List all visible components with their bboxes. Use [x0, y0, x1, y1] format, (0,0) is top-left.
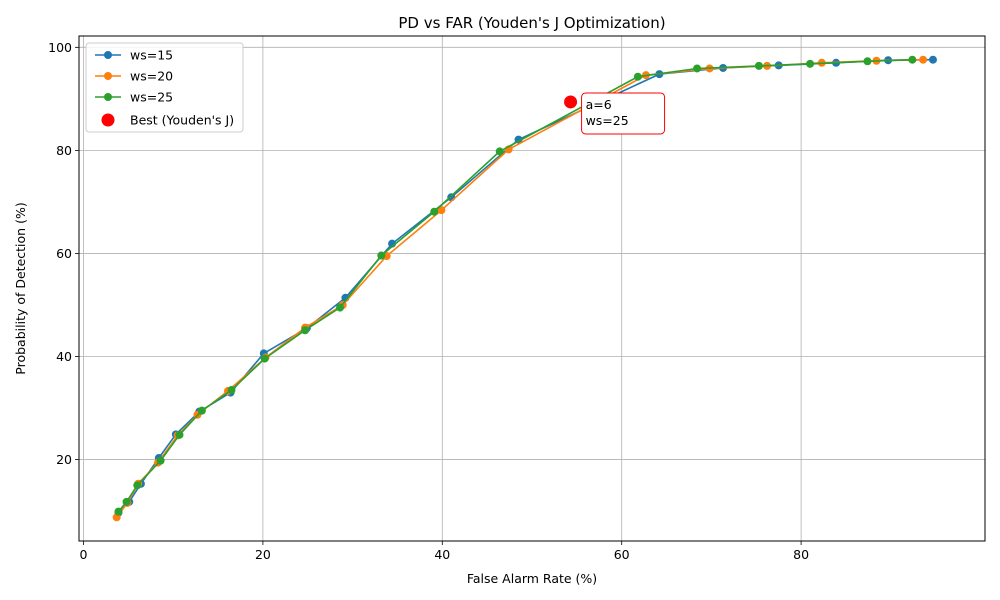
legend-label: Best (Youden's J): [130, 113, 234, 128]
data-point: [430, 207, 439, 216]
data-point: [377, 251, 386, 260]
series-ws-25: [114, 55, 917, 516]
data-point: [175, 430, 184, 439]
data-point: [919, 55, 928, 64]
best-point-marker: [564, 95, 578, 109]
x-tick-label: 80: [793, 547, 809, 562]
best-point-layer: [564, 95, 578, 109]
best-annotation: a=6ws=25: [581, 92, 666, 135]
legend-label: ws=15: [130, 48, 173, 63]
plot-frame: [78, 35, 986, 542]
data-point: [336, 303, 345, 312]
x-tick-label: 0: [80, 547, 88, 562]
y-axis-title: Probability of Detection (%): [13, 202, 28, 374]
series-layer: [112, 55, 937, 522]
y-tick-label: 60: [56, 246, 72, 261]
y-tick-label: 40: [56, 349, 72, 364]
legend-label: ws=25: [130, 90, 173, 105]
data-point: [260, 354, 269, 363]
x-axis-title: False Alarm Rate (%): [467, 571, 597, 586]
data-point: [928, 55, 937, 64]
data-point: [863, 57, 872, 66]
data-point: [227, 386, 236, 395]
data-point: [495, 147, 504, 156]
x-tick-label: 40: [434, 547, 450, 562]
grid: [79, 36, 985, 541]
data-point: [197, 406, 206, 415]
legend-label: ws=20: [130, 69, 173, 84]
data-point: [754, 61, 763, 70]
data-point: [122, 497, 131, 506]
annotation-box: [581, 92, 666, 135]
annotation-line: a=6: [586, 97, 612, 112]
data-point: [693, 64, 702, 73]
legend-best-marker: [101, 113, 115, 127]
data-point: [114, 507, 123, 516]
data-point: [301, 326, 310, 335]
legend: ws=15 ws=20 ws=25 Best (Youden's J): [85, 42, 244, 133]
legend-swatch-marker: [104, 72, 112, 80]
legend-swatch-marker: [104, 93, 112, 101]
y-tick-label: 100: [48, 40, 72, 55]
annotation-line: ws=25: [586, 113, 629, 128]
chart-title: PD vs FAR (Youden's J Optimization): [398, 14, 665, 32]
x-tick-label: 20: [255, 547, 271, 562]
axis-ticks: 0 20 40 60 80 20 40 60 80 100: [48, 40, 809, 562]
data-point: [133, 481, 142, 490]
x-tick-label: 60: [614, 547, 630, 562]
data-point: [437, 206, 446, 215]
legend-swatch-marker: [104, 51, 112, 59]
y-tick-label: 20: [56, 452, 72, 467]
legend-frame: [85, 42, 244, 133]
data-point: [908, 55, 917, 64]
y-tick-label: 80: [56, 143, 72, 158]
data-point: [633, 72, 642, 81]
data-point: [156, 456, 165, 465]
data-point: [806, 59, 815, 68]
